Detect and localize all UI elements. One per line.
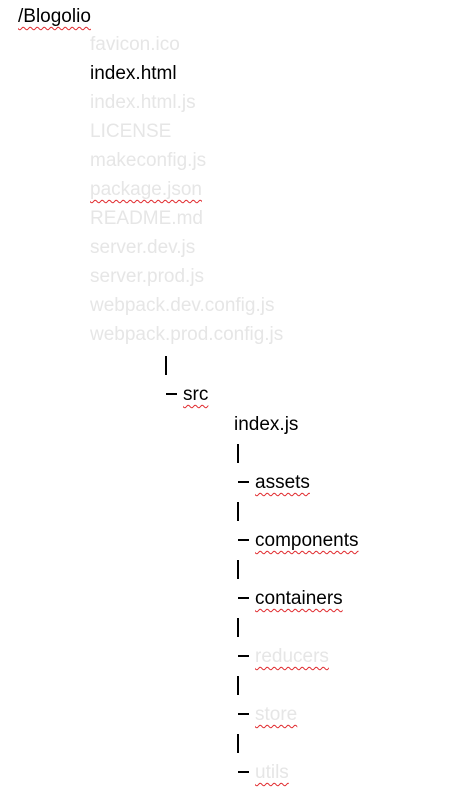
tree-connector-bar xyxy=(237,676,239,695)
src-folder-name: assets xyxy=(255,472,310,493)
root-file-item: makeconfig.js xyxy=(90,150,206,172)
root-file-name: index.html.js xyxy=(90,92,196,113)
src-folder-item: components xyxy=(238,530,359,552)
root-file-name: makeconfig.js xyxy=(90,150,207,171)
root-file-name: webpack.prod.config.js xyxy=(90,324,284,345)
root-file-name: webpack.dev.config.js xyxy=(90,295,275,316)
tree-branch-dash xyxy=(238,654,249,657)
src-folder-name: utils xyxy=(255,762,289,783)
root-file-item: server.prod.js xyxy=(90,266,204,288)
src-folder-item: reducers xyxy=(238,646,329,668)
tree-branch-dash xyxy=(238,596,249,599)
tree-branch-dash xyxy=(238,712,249,715)
root-file-name: LICENSE xyxy=(90,121,172,142)
root-file-item: webpack.prod.config.js xyxy=(90,324,283,346)
tree-branch-dash xyxy=(166,392,177,395)
root-file-item: README.md xyxy=(90,208,203,230)
src-folder-item: containers xyxy=(238,588,343,610)
tree-branch-dash xyxy=(238,538,249,541)
src-folder-item: assets xyxy=(238,472,310,494)
src-folder-name: components xyxy=(255,530,359,551)
src-folder-name: store xyxy=(255,704,298,725)
src-folder-name: containers xyxy=(255,588,343,609)
root-file-name: package.json xyxy=(90,179,202,200)
root-folder-label: /Blogolio xyxy=(18,6,91,28)
tree-connector-bar xyxy=(165,356,167,375)
root-file-name: favicon.ico xyxy=(90,34,180,55)
tree-connector-bar xyxy=(237,560,239,579)
root-file-item: index.html xyxy=(90,63,177,85)
root-file-item: LICENSE xyxy=(90,121,171,143)
tree-branch-dash xyxy=(238,770,249,773)
src-folder-name: src xyxy=(183,384,209,405)
root-file-name: index.html xyxy=(90,63,177,84)
root-file-name: server.prod.js xyxy=(90,266,205,287)
root-file-item: favicon.ico xyxy=(90,34,180,56)
tree-connector-bar xyxy=(237,444,239,463)
tree-branch-dash xyxy=(238,480,249,483)
src-folder-item: utils xyxy=(238,762,289,784)
tree-connector-bar xyxy=(237,618,239,637)
root-file-name: server.dev.js xyxy=(90,237,196,258)
tree-connector-bar xyxy=(237,502,239,521)
root-file-item: server.dev.js xyxy=(90,237,195,259)
src-index-file: index.js xyxy=(234,414,298,436)
tree-connector-bar xyxy=(237,734,239,753)
src-folder-item: store xyxy=(238,704,297,726)
root-folder-name: /Blogolio xyxy=(18,6,91,27)
root-file-item: webpack.dev.config.js xyxy=(90,295,274,317)
root-file-item: package.json xyxy=(90,179,202,201)
root-file-name: README.md xyxy=(90,208,203,229)
root-file-item: index.html.js xyxy=(90,92,196,114)
src-index-file-name: index.js xyxy=(234,414,299,435)
src-folder-row: src xyxy=(166,384,208,406)
src-folder-name: reducers xyxy=(255,646,329,667)
